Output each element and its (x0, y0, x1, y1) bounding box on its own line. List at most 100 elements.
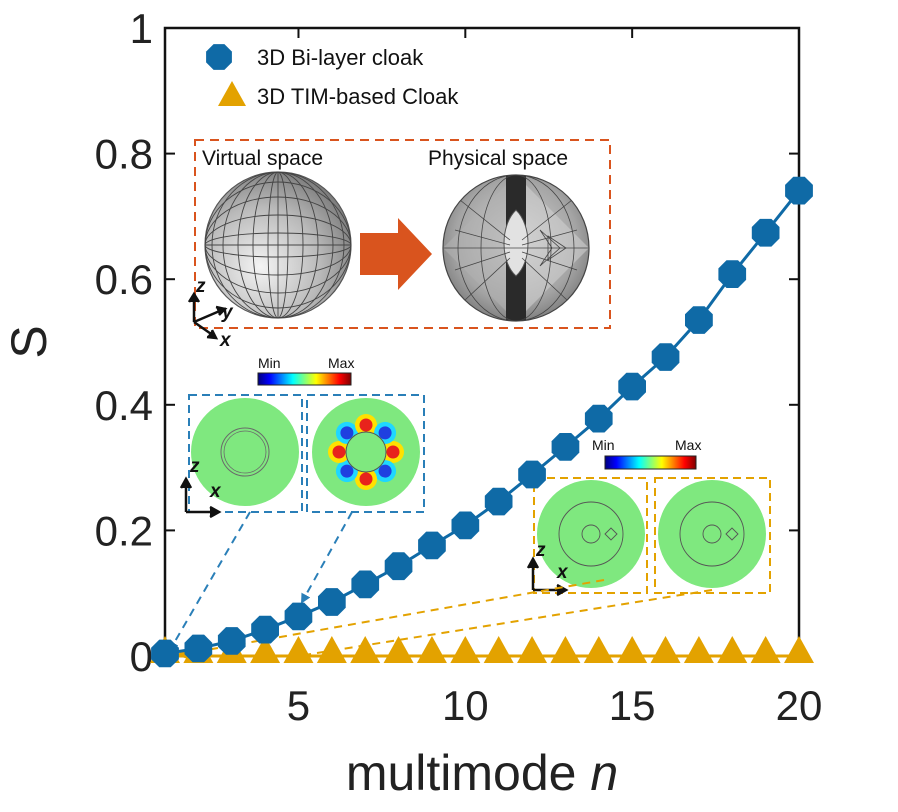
bilayer-point-19 (751, 218, 780, 247)
scatter-lobe-core-4 (332, 445, 346, 459)
series-bilayer-cloak (151, 176, 813, 668)
mapping-axis-y: y (221, 302, 234, 323)
bilayer-point-10 (451, 511, 480, 540)
y-axis-title: S (1, 325, 57, 358)
bilayer-axis-z: z (189, 456, 200, 477)
bilayer-axis-x: x (209, 481, 222, 502)
bilayer-point-5 (284, 602, 313, 631)
scatter-lobe-core-5 (340, 426, 354, 440)
tim-point-6 (316, 636, 347, 663)
tim-frame-left (533, 477, 648, 594)
bilayer-point-13 (551, 433, 580, 461)
x-tick-label-3: 20 (776, 682, 823, 729)
mapping-axis-triad (187, 291, 228, 340)
tim-point-8 (383, 636, 414, 663)
bilayer-point-4 (251, 615, 279, 644)
tim-axis-z: z (535, 540, 546, 561)
legend-marker-bilayer (206, 44, 232, 70)
scatter-lobe-core-0 (386, 445, 400, 459)
x-tick-labels: 5 10 15 20 (287, 682, 823, 729)
mapping-axis-x: x (219, 330, 232, 351)
bilayer-point-12 (518, 460, 546, 489)
y-tick-label-1: 0.2 (95, 507, 153, 554)
y-tick-label-2: 0.4 (95, 382, 153, 429)
bilayer-point-17 (685, 306, 713, 334)
scatter-lobe-core-3 (340, 464, 354, 478)
inset-tim-fields: Min Max z x (526, 437, 771, 597)
tim-point-14 (583, 636, 614, 663)
tim-point-16 (650, 636, 681, 663)
tim-point-11 (483, 636, 514, 663)
tim-point-7 (350, 636, 381, 663)
tim-point-5 (283, 636, 314, 663)
scatter-lobe-core-7 (378, 426, 392, 440)
bilayer-frame-left (188, 394, 303, 513)
bilayer-point-6 (318, 588, 346, 616)
bilayer-point-3 (217, 627, 246, 655)
legend: 3D Bi-layer cloak 3D TIM-based Cloak (206, 44, 459, 109)
tim-frame-right (654, 477, 771, 594)
tim-field-left (537, 480, 645, 588)
tim-colorbar-min: Min (592, 437, 615, 453)
bilayer-point-18 (718, 260, 747, 288)
tim-point-19 (750, 636, 781, 663)
x-tick-label-2: 15 (609, 682, 656, 729)
bilayer-field-uniform (191, 398, 299, 506)
physical-space-label: Physical space (428, 147, 568, 170)
physical-sphere-mesh (442, 174, 590, 322)
tim-point-17 (683, 636, 714, 663)
pointer-bilayer-left (168, 511, 251, 652)
scatter-lobe-core-1 (378, 464, 392, 478)
bilayer-point-8 (384, 552, 413, 581)
tim-colorbar-max: Max (675, 437, 701, 453)
bilayer-colorbar-max: Max (328, 355, 354, 371)
bilayer-point-2 (184, 634, 213, 663)
pointer-tim-left (176, 579, 605, 659)
tim-colorbar (604, 455, 697, 470)
inset-mapping: Virtual space Physical space (187, 139, 611, 351)
mapping-arrow (360, 218, 432, 290)
bilayer-colorbar-min: Min (258, 355, 281, 371)
virtual-space-label: Virtual space (202, 147, 323, 170)
tim-point-9 (416, 636, 447, 663)
bilayer-point-20 (785, 176, 813, 205)
y-tick-label-0: 0 (130, 633, 153, 680)
scatter-lobe-core-2 (359, 472, 373, 486)
x-tick-label-0: 5 (287, 682, 310, 729)
y-tick-labels: 0 0.2 0.4 0.6 0.8 1 (95, 5, 153, 680)
bilayer-point-16 (651, 343, 680, 371)
tim-field-right (658, 480, 766, 588)
bilayer-field-scattered (312, 398, 420, 506)
tim-point-10 (450, 636, 481, 663)
tim-axis-x: x (556, 562, 569, 583)
x-tick-label-1: 10 (442, 682, 489, 729)
bilayer-point-7 (351, 570, 380, 599)
legend-label-bilayer: 3D Bi-layer cloak (257, 45, 424, 70)
y-tick-label-5: 1 (130, 5, 153, 52)
bilayer-point-11 (484, 487, 513, 516)
bilayer-point-15 (618, 372, 646, 401)
legend-label-tim: 3D TIM-based Cloak (257, 84, 459, 109)
y-tick-label-4: 0.8 (95, 131, 153, 178)
bilayer-point-14 (584, 404, 613, 433)
x-axis-title-text: multimode (346, 745, 577, 801)
x-axis-title-variable: n (590, 745, 618, 801)
series-tim-based-cloak (150, 636, 814, 663)
bilayer-frame-right (306, 394, 425, 513)
tim-point-15 (617, 636, 648, 663)
mapping-axis-z: z (195, 276, 206, 297)
pointer-bilayer-right (301, 511, 353, 604)
inset-mapping-frame (194, 139, 611, 329)
bilayer-point-1 (151, 639, 179, 668)
legend-marker-tim (218, 81, 246, 106)
tim-point-18 (717, 636, 748, 663)
tim-point-4 (250, 636, 281, 663)
scatter-lobe-core-6 (359, 418, 373, 432)
y-tick-label-3: 0.6 (95, 256, 153, 303)
tim-point-13 (550, 636, 581, 663)
bilayer-axis-triad (179, 476, 222, 519)
bilayer-point-9 (418, 531, 446, 560)
tim-point-20 (784, 636, 814, 663)
bilayer-colorbar (257, 372, 352, 386)
